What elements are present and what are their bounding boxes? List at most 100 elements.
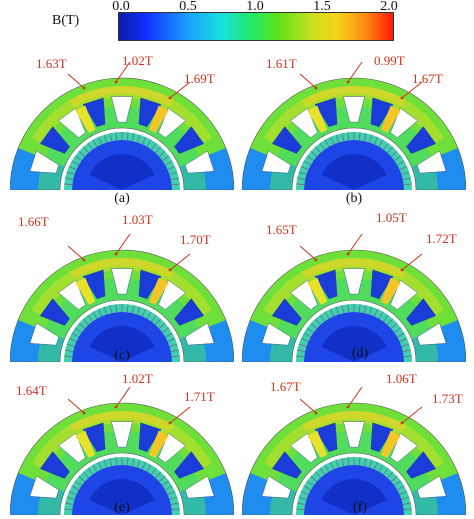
- annotation-arrow: [115, 61, 131, 83]
- yoke-flux-band: [70, 258, 174, 279]
- rotor-bar-mark: [306, 480, 314, 486]
- rotor-bar-mark: [87, 467, 93, 475]
- rotor-bar-mark: [71, 160, 79, 166]
- annotation-arrow: [115, 233, 131, 255]
- rotor-bar-mark: [109, 305, 112, 314]
- rotor-bar-mark: [394, 155, 402, 161]
- rotor-bar-mark: [171, 508, 180, 511]
- winding-slot: [174, 451, 205, 479]
- motor-geometry: [242, 233, 466, 362]
- field-panel-c: 1.66T 1.03T 1.70T: [10, 210, 234, 362]
- rotor-bar-mark: [387, 146, 394, 154]
- rotor-bar-mark: [347, 457, 350, 466]
- rotor-bar-mark: [303, 160, 311, 166]
- annotation-arrow: [401, 253, 423, 271]
- motor-geometry: [242, 386, 466, 515]
- rotor-bar-mark: [390, 150, 398, 157]
- rotor-bar-mark: [403, 183, 412, 186]
- panel-caption: (f): [353, 500, 367, 515]
- rotor-bar-mark: [165, 485, 173, 491]
- air-slot: [158, 279, 186, 310]
- rotor-bar-mark: [167, 338, 176, 343]
- flux-label-left-tooth: 1.67T: [270, 379, 301, 394]
- air-slot: [261, 150, 292, 174]
- flux-label-yoke: 0.99T: [374, 53, 405, 68]
- rotor-bar-mark: [151, 314, 157, 322]
- motor-field-plot: [10, 233, 234, 362]
- yoke-flux-band: [302, 86, 406, 107]
- rotor-bar-mark: [66, 343, 75, 347]
- rotor-bar-mark: [71, 332, 79, 338]
- annotation-arrowhead: [82, 411, 86, 415]
- air-slot: [29, 475, 60, 499]
- annotation-arrow: [169, 253, 191, 271]
- annotation-arrowhead: [314, 258, 318, 262]
- rotor-bar-mark: [394, 480, 402, 486]
- flux-label-yoke: 1.03T: [122, 212, 153, 227]
- rotor-bar-mark: [74, 155, 82, 161]
- rotor-bar-mark: [87, 314, 93, 322]
- rotor-bar-mark: [314, 146, 321, 154]
- winding-slot: [370, 422, 394, 453]
- air-slot: [290, 432, 318, 463]
- air-slot: [158, 432, 186, 463]
- rotor-bar-mark: [171, 183, 180, 186]
- annotation-arrowhead: [168, 96, 172, 100]
- rotor-bar-mark: [341, 458, 344, 467]
- rotor-bar-mark: [162, 327, 170, 333]
- rotor-bar-mark: [146, 464, 152, 472]
- rotor-bar-mark: [126, 304, 129, 313]
- rotor-bar-mark: [169, 171, 178, 175]
- stator-outline: [242, 249, 466, 362]
- rotor-bar-mark: [319, 467, 325, 475]
- winding-slot: [406, 126, 437, 154]
- winding-slot: [271, 451, 302, 479]
- rotor-bar-mark: [399, 166, 408, 171]
- rotor-bar-mark: [402, 177, 411, 180]
- rotor-bar-mark: [115, 457, 118, 466]
- rotor-bar-mark: [87, 142, 93, 150]
- rotor-bar-mark: [158, 475, 166, 482]
- rotor-bar-mark: [364, 458, 367, 467]
- winding-slot: [174, 298, 205, 326]
- colorbar-legend: B(T) 0.0 0.5 1.0 1.5 2.0: [0, 0, 474, 44]
- winding-slot: [39, 451, 70, 479]
- air-slot: [343, 268, 365, 295]
- annotation-arrow: [299, 398, 317, 414]
- flux-label-right-tooth: 1.73T: [432, 391, 463, 406]
- winding-slot: [314, 97, 338, 128]
- rotor-core-inner: [321, 479, 387, 515]
- rotor-core-inner: [89, 326, 155, 362]
- rotor-bar-mark: [378, 139, 384, 147]
- rotor-bar-mark: [297, 349, 306, 352]
- field-panel-a: 1.63T 1.02T 1.69T: [10, 38, 234, 190]
- rotor-bar-mark: [298, 496, 307, 500]
- winding-slot: [406, 298, 437, 326]
- winding-slot: [370, 269, 394, 300]
- flux-label-right-tooth: 1.71T: [184, 389, 215, 404]
- annotation-arrow: [67, 398, 85, 414]
- rotor-bar-mark: [65, 349, 74, 352]
- rotor-bar-mark: [402, 502, 411, 505]
- saturated-tooth: [380, 105, 401, 133]
- field-panel-b: 1.61T 0.99T 1.67T: [242, 38, 466, 190]
- rotor-bar-mark: [92, 139, 98, 147]
- motor-geometry: [10, 233, 234, 362]
- yoke-flux-band: [70, 86, 174, 107]
- panel-caption: (b): [345, 191, 363, 206]
- stator-outline: [10, 249, 234, 362]
- rotor-bar-mark: [71, 485, 79, 491]
- rotor-bar-mark: [314, 471, 321, 479]
- rotor-bar-mark: [390, 475, 398, 482]
- winding-slot: [39, 298, 70, 326]
- winding-slot: [138, 97, 162, 128]
- rotor-bar-mark: [364, 133, 367, 142]
- rotor-bar-mark: [298, 171, 307, 175]
- stator-outline: [242, 402, 466, 515]
- motor-field-plot: [242, 61, 466, 190]
- winding-slot: [82, 422, 106, 453]
- rotor-bar-mark: [369, 134, 373, 143]
- motor-field-plot: [10, 61, 234, 190]
- flux-label-left-tooth: 1.65T: [266, 222, 297, 237]
- flux-label-left-tooth: 1.64T: [16, 383, 47, 398]
